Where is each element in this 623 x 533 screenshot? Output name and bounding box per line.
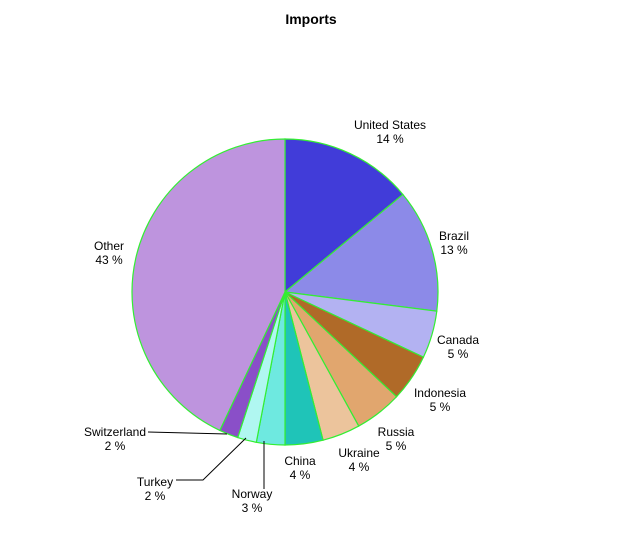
slice-value-label-norway: 3 % [242, 501, 263, 515]
leader-line-switzerland [147, 431, 228, 435]
pie-slice-other [131, 138, 286, 432]
slice-label-russia: Russia [378, 425, 415, 439]
slice-value-label-ukraine: 4 % [349, 460, 370, 474]
slice-label-indonesia: Indonesia [414, 386, 466, 400]
slice-label-united-states: United States [354, 118, 426, 132]
leader-lines-layer [147, 431, 265, 489]
pie-slice-united-states [284, 138, 404, 294]
slice-value-label-russia: 5 % [386, 439, 407, 453]
slice-value-label-china: 4 % [290, 468, 311, 482]
slice-label-china: China [284, 454, 316, 468]
leader-line-turkey [176, 437, 247, 481]
slice-value-label-united-states: 14 % [376, 132, 404, 146]
slice-value-label-indonesia: 5 % [430, 400, 451, 414]
slice-value-label-canada: 5 % [448, 347, 469, 361]
slice-value-label-brazil: 13 % [440, 243, 468, 257]
slice-label-ukraine: Ukraine [338, 446, 380, 460]
slice-label-switzerland: Switzerland [84, 425, 146, 439]
slice-value-label-switzerland: 2 % [105, 439, 126, 453]
slice-value-label-other: 43 % [95, 253, 123, 267]
slice-label-brazil: Brazil [439, 229, 469, 243]
slice-label-norway: Norway [232, 487, 273, 501]
slice-label-other: Other [94, 239, 124, 253]
slice-label-turkey: Turkey [137, 475, 173, 489]
slice-value-label-turkey: 2 % [145, 489, 166, 503]
chart-title: Imports [285, 11, 337, 27]
slice-label-canada: Canada [437, 333, 479, 347]
slices-layer [131, 138, 439, 446]
pie-slice-brazil [283, 193, 439, 312]
